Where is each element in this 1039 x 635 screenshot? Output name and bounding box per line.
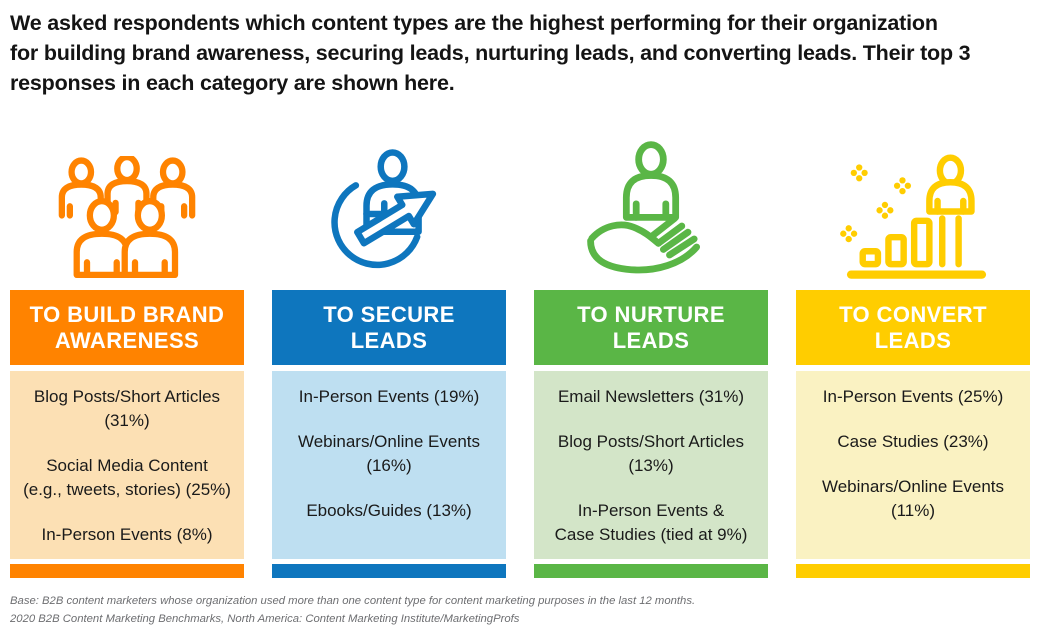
category-items: Blog Posts/Short Articles (31%) Social Med… <box>10 371 244 559</box>
header-line: TO CONVERT <box>839 301 987 327</box>
item-line: Webinars/Online Events <box>821 477 1005 496</box>
accent-bar <box>10 564 244 578</box>
category-items: In-Person Events (19%) Webinars/Online Ev… <box>272 371 506 559</box>
item-line: Blog Posts/Short Articles <box>557 432 745 451</box>
accent-bar <box>272 564 506 578</box>
content-type-item: Social Media Content (e.g., tweets, stori… <box>10 454 244 502</box>
category-header: TO SECURE LEADS <box>272 290 506 365</box>
category-column-nurture-leads: TO NURTURE LEADS Email Newsletters (31%) B… <box>534 110 768 578</box>
intro-line: responses in each category are shown her… <box>10 71 455 95</box>
content-type-item: Blog Posts/Short Articles (13%) <box>534 430 768 478</box>
item-line: (13%) <box>628 456 674 475</box>
item-line: In-Person Events (25%) <box>822 387 1004 406</box>
item-line: (31%) <box>104 411 150 430</box>
item-line: In-Person Events & <box>577 501 725 520</box>
category-column-secure-leads: TO SECURE LEADS In-Person Events (19%) Web… <box>272 110 506 578</box>
item-line: (e.g., tweets, stories) (25%) <box>23 480 231 499</box>
header-line: LEADS <box>874 327 952 353</box>
accent-bar <box>796 564 1030 578</box>
icon-box <box>10 110 244 290</box>
item-line: (11%) <box>890 501 936 520</box>
footer-notes: Base: B2B content marketers whose organi… <box>10 592 1029 628</box>
content-type-item: In-Person Events (8%) <box>10 523 244 547</box>
footer-source-note: 2020 B2B Content Marketing Benchmarks, N… <box>10 613 520 625</box>
icon-box <box>534 110 768 290</box>
icon-box <box>796 110 1030 290</box>
header-line: TO NURTURE <box>577 301 725 327</box>
category-header: TO CONVERT LEADS <box>796 290 1030 365</box>
columns-row: TO BUILD BRAND AWARENESS Blog Posts/Short… <box>0 110 1039 578</box>
item-line: In-Person Events (8%) <box>41 525 213 544</box>
content-type-item: Ebooks/Guides (13%) <box>272 499 506 523</box>
nurture-hand-icon <box>587 141 701 274</box>
item-line: Email Newsletters (31%) <box>557 387 745 406</box>
sparkle-dots <box>840 164 912 243</box>
icon-box <box>272 110 506 290</box>
item-line: Case Studies (tied at 9%) <box>554 525 748 544</box>
item-line: (16%) <box>366 456 412 475</box>
content-type-item: Email Newsletters (31%) <box>534 385 768 409</box>
header-line: AWARENESS <box>54 327 200 353</box>
content-type-item: Case Studies (23%) <box>796 430 1030 454</box>
category-header: TO NURTURE LEADS <box>534 290 768 365</box>
item-line: Ebooks/Guides (13%) <box>306 501 472 520</box>
accent-bar <box>534 564 768 578</box>
content-type-item: In-Person Events (25%) <box>796 385 1030 409</box>
category-column-convert-leads: TO CONVERT LEADS In-Person Events (25%) Ca… <box>796 110 1030 578</box>
lead-capture-icon <box>331 149 437 269</box>
content-type-item: Webinars/Online Events (11%) <box>796 475 1030 523</box>
header-line: LEADS <box>350 327 428 353</box>
item-line: Social Media Content <box>46 456 208 475</box>
header-line: TO SECURE <box>323 301 455 327</box>
header-line: LEADS <box>612 327 690 353</box>
intro-line: for building brand awareness, securing l… <box>10 41 971 65</box>
content-type-item: Webinars/Online Events (16%) <box>272 430 506 478</box>
audience-group-icon <box>58 156 196 278</box>
category-items: In-Person Events (25%) Case Studies (23%)… <box>796 371 1030 559</box>
header-line: TO BUILD BRAND <box>29 301 225 327</box>
footer-base-note: Base: B2B content marketers whose organi… <box>10 595 696 607</box>
item-line: Blog Posts/Short Articles <box>33 387 221 406</box>
category-column-build-brand-awareness: TO BUILD BRAND AWARENESS Blog Posts/Short… <box>10 110 244 578</box>
intro-text: We asked respondents which content types… <box>10 8 1029 98</box>
intro-line: We asked respondents which content types… <box>10 11 938 35</box>
category-items: Email Newsletters (31%) Blog Posts/Short … <box>534 371 768 559</box>
conversion-growth-icon <box>840 154 987 279</box>
item-line: In-Person Events (19%) <box>298 387 480 406</box>
content-type-item: In-Person Events (19%) <box>272 385 506 409</box>
item-line: Webinars/Online Events <box>297 432 481 451</box>
content-type-item: In-Person Events & Case Studies (tied at … <box>534 499 768 547</box>
item-line: Case Studies (23%) <box>837 432 989 451</box>
category-header: TO BUILD BRAND AWARENESS <box>10 290 244 365</box>
content-type-item: Blog Posts/Short Articles (31%) <box>10 385 244 433</box>
